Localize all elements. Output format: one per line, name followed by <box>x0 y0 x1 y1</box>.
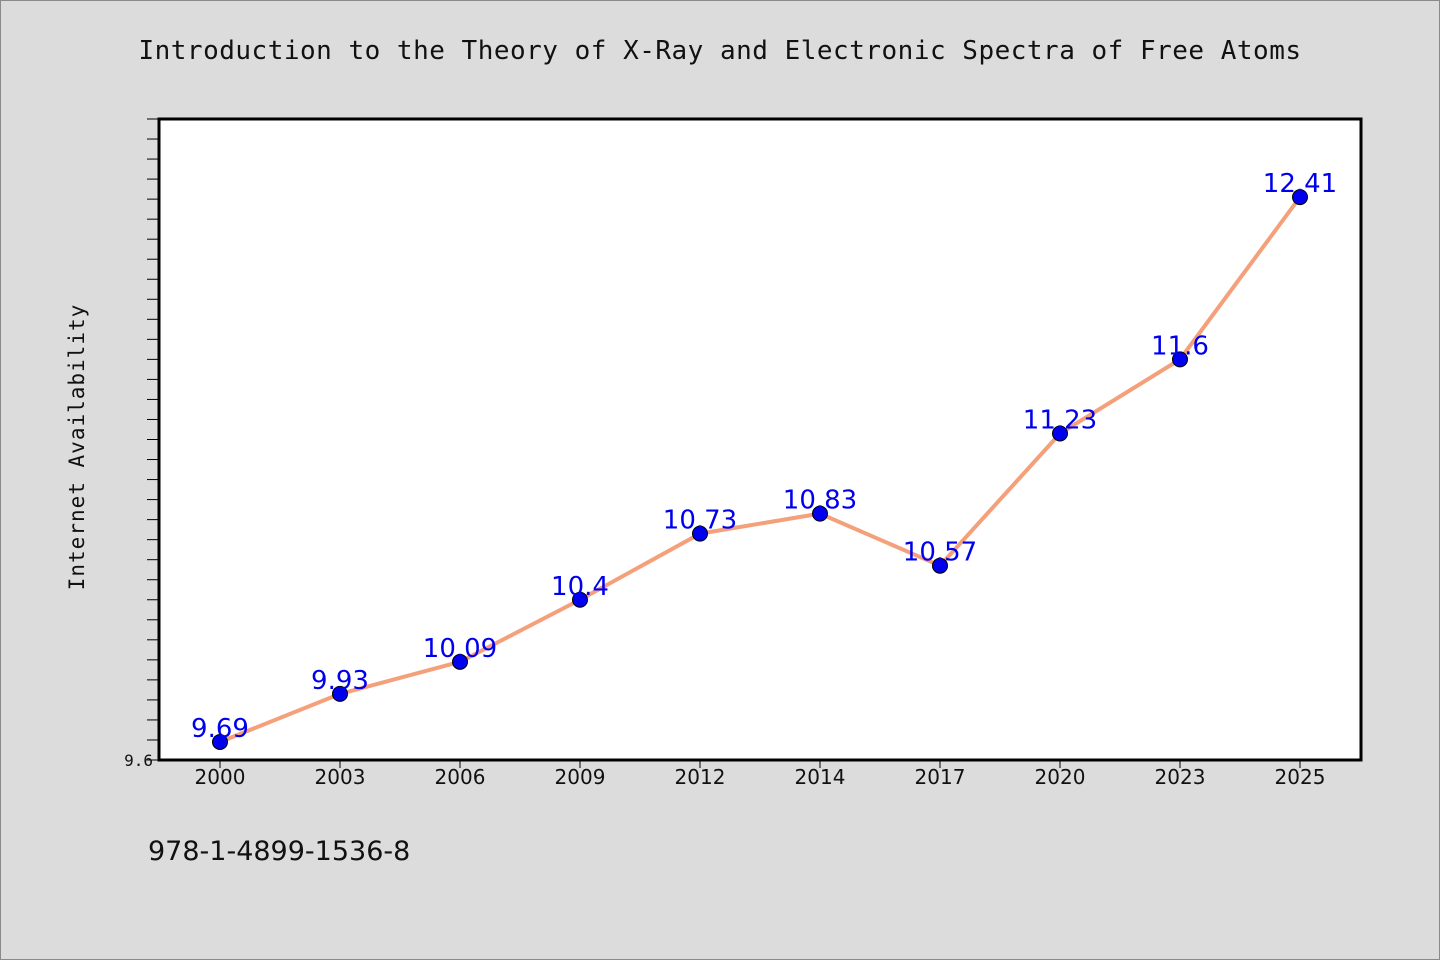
x-tick-label: 2023 <box>1155 765 1206 789</box>
data-point <box>932 557 948 574</box>
x-tick-label: 2009 <box>555 765 606 789</box>
x-tick-label: 2025 <box>1275 765 1326 789</box>
data-label: 10.73 <box>663 506 737 536</box>
y-tick-label: 9.6 <box>124 751 153 770</box>
data-label: 11.23 <box>1023 405 1097 435</box>
series-line <box>219 195 1302 744</box>
data-label: 10.83 <box>783 486 857 516</box>
data-point <box>1292 189 1308 206</box>
x-tick-label: 2000 <box>195 765 246 789</box>
x-tick-label: 2012 <box>675 765 726 789</box>
data-label: 9.93 <box>311 666 369 696</box>
x-tick-label: 2014 <box>795 765 846 789</box>
plot-area <box>157 117 1363 762</box>
data-label: 10.57 <box>903 538 977 568</box>
data-point <box>212 733 228 750</box>
x-tick-label: 2006 <box>435 765 486 789</box>
data-label: 11.6 <box>1151 331 1209 361</box>
data-label: 10.09 <box>423 634 497 664</box>
data-label: 10.4 <box>551 572 609 602</box>
x-tick-label: 2020 <box>1035 765 1086 789</box>
data-point <box>812 505 828 522</box>
data-point <box>332 685 348 702</box>
data-point <box>1172 351 1188 368</box>
data-point <box>572 591 588 608</box>
chart-title: Introduction to the Theory of X-Ray and … <box>138 36 1302 66</box>
data-label: 12.41 <box>1263 169 1337 199</box>
isbn-caption: 978-1-4899-1536-8 <box>148 836 411 867</box>
data-point <box>452 653 468 670</box>
data-point <box>692 525 708 542</box>
data-label: 9.69 <box>191 714 249 744</box>
data-point <box>1052 425 1068 442</box>
x-tick-label: 2003 <box>315 765 366 789</box>
x-tick-label: 2017 <box>915 765 966 789</box>
